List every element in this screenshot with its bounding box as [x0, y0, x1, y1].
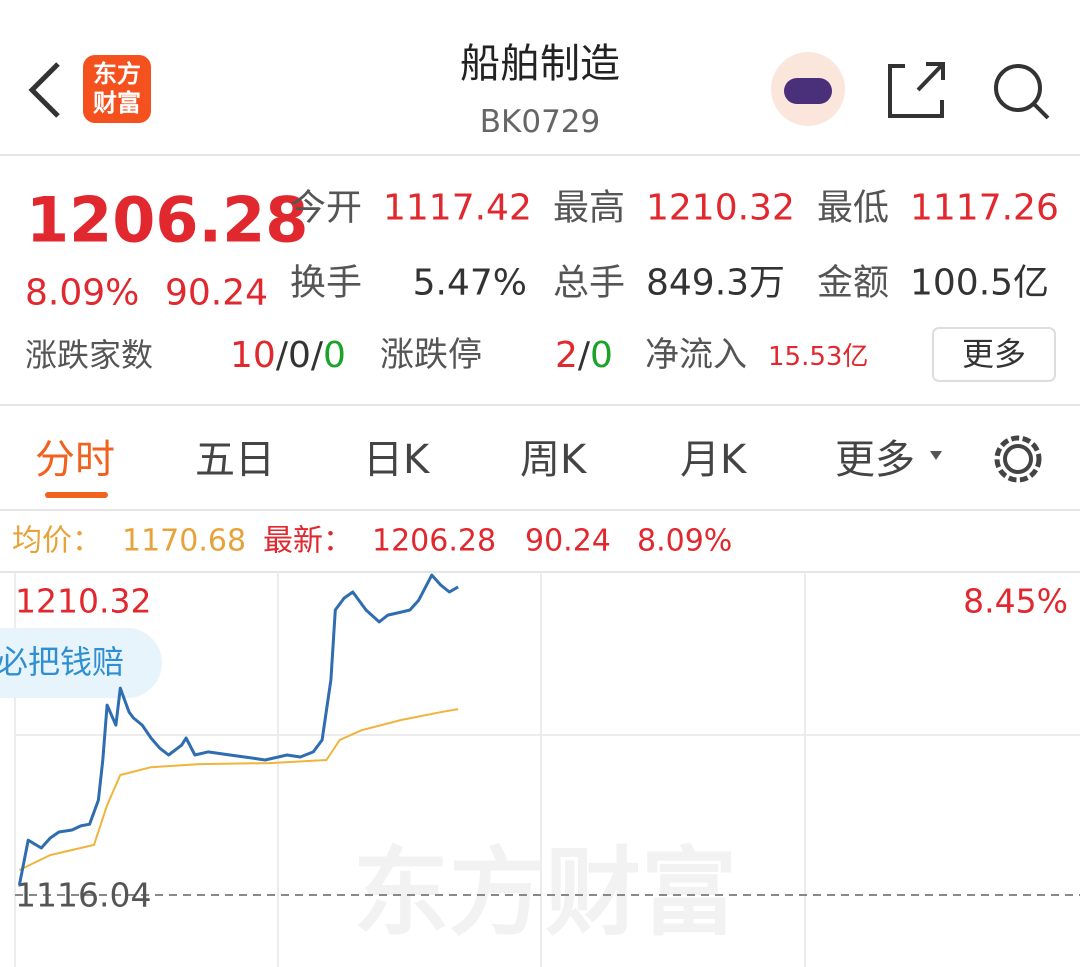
assistant-face — [784, 78, 832, 104]
series-line — [18, 708, 459, 871]
stats: 今开 1117.42 最高 1210.32 最低 1117.26 换手 5.47% 总手 849.… — [290, 188, 1059, 304]
more-button-text: 更多 — [962, 335, 1026, 373]
dropdown-arrow — [930, 451, 942, 460]
stat-label: 总手 — [553, 263, 625, 304]
back-button[interactable] — [28, 62, 60, 118]
tab[interactable]: 日K — [363, 437, 431, 483]
stat-label: 最低 — [817, 188, 889, 229]
limit-value: 2/0 — [555, 335, 613, 376]
stat-value: 1117.42 — [383, 188, 532, 229]
stat-value: 5.47% — [413, 263, 527, 304]
app-logo[interactable] — [83, 55, 151, 123]
stat-label: 金额 — [817, 263, 889, 304]
stat-value: 1210.32 — [646, 188, 795, 229]
sep: / — [578, 335, 591, 376]
tab[interactable]: 周K — [520, 437, 588, 483]
avg-label: 均价： — [12, 524, 102, 559]
share-button[interactable] — [888, 62, 945, 118]
logo-text: 财富 — [93, 89, 141, 117]
y-tick-label: 1210.32 — [15, 582, 151, 621]
inflow-value: 15.53亿 — [768, 342, 868, 372]
latest-pct: 8.09% — [637, 524, 732, 559]
search-handle — [1032, 102, 1050, 120]
stat-label: 换手 — [290, 263, 362, 304]
sep: / — [276, 335, 289, 376]
limit-down: 0 — [590, 335, 613, 376]
stat-value: 1117.26 — [910, 188, 1059, 229]
page-title: 船舶制造 — [460, 41, 620, 87]
settings-button[interactable] — [1003, 444, 1033, 474]
change: 90.24 — [165, 273, 268, 314]
search-button[interactable] — [994, 64, 1042, 112]
latest-change: 90.24 — [525, 524, 611, 559]
more-button[interactable] — [932, 327, 1056, 382]
series-line — [17, 573, 459, 886]
inflow-label: 净流入 — [645, 335, 747, 375]
limit-label: 涨跌停 — [380, 335, 482, 375]
tab[interactable]: 分时 — [35, 437, 115, 483]
latest-label: 最新： — [263, 524, 353, 559]
avg-value: 1170.68 — [122, 524, 246, 559]
board-code: BK0729 — [480, 104, 601, 140]
tabs: 分时 五日 日K 周K 月K 更多 — [35, 437, 915, 483]
plot: 1210.32 1116.04 8.45% — [15, 573, 1080, 915]
promo-badge-text: 必把钱赔 — [0, 643, 124, 681]
tab[interactable]: 月K — [680, 437, 748, 483]
breadth-value: 10/0/0 — [230, 335, 346, 376]
sep: / — [311, 335, 324, 376]
watermark: 东方财富 — [353, 837, 737, 949]
breadth-label: 涨跌家数 — [25, 336, 153, 374]
limit-up: 2 — [555, 335, 578, 376]
up-count: 10 — [230, 335, 276, 376]
last-price: 1206.28 — [26, 184, 308, 257]
settings-teeth — [994, 435, 1042, 483]
y-tick-label: 1116.04 — [15, 876, 151, 915]
active-tab-indicator — [45, 492, 108, 498]
y2-tick-label: 8.45% — [963, 582, 1068, 621]
stat-label: 今开 — [290, 188, 362, 229]
stat-value: 849.3万 — [646, 263, 785, 304]
stat-value: 100.5亿 — [910, 263, 1049, 304]
flat-count: 0 — [288, 335, 311, 376]
tab[interactable]: 更多 — [835, 437, 915, 483]
change-pct: 8.09% — [25, 273, 139, 314]
down-count: 0 — [323, 335, 346, 376]
stat-label: 最高 — [553, 188, 625, 229]
logo-text: 东方 — [93, 60, 141, 88]
latest-value: 1206.28 — [372, 524, 496, 559]
tab[interactable]: 五日 — [195, 437, 275, 483]
promo-badge[interactable] — [0, 628, 162, 698]
